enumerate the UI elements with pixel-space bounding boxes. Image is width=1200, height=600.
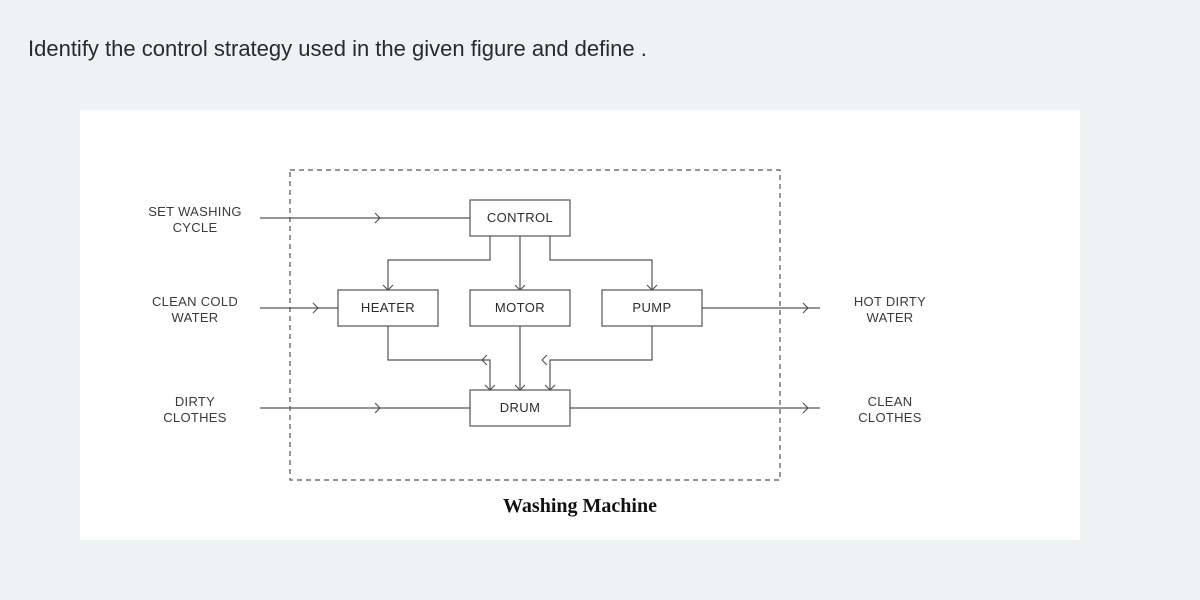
io-set_cycle-line2: CYCLE — [173, 220, 218, 235]
control-to-pump-line — [550, 236, 652, 290]
pump-to-drum-arrowhead-icon — [542, 355, 547, 365]
io-set_cycle-line1: SET WASHING — [148, 204, 242, 219]
figure-panel: CONTROL HEATER MOTOR PUMP DRUM SET WASHINGCYC… — [80, 110, 1080, 540]
io-hot_dirty-line2: WATER — [867, 310, 914, 325]
drum-label: DRUM — [500, 400, 541, 415]
heater-to-drum-line — [388, 326, 490, 390]
io-dirty-line2: CLOTHES — [163, 410, 227, 425]
heater-label: HEATER — [361, 300, 415, 315]
diagram-svg: CONTROL HEATER MOTOR PUMP DRUM SET WASHINGCYC… — [80, 110, 1080, 490]
pump-label: PUMP — [632, 300, 671, 315]
figure-caption: Washing Machine — [80, 495, 1080, 518]
io-clean-line2: CLOTHES — [858, 410, 922, 425]
io-hot_dirty-line1: HOT DIRTY — [854, 294, 926, 309]
pump-to-drum-line — [550, 326, 652, 390]
io-clean_cold-line2: WATER — [172, 310, 219, 325]
control-label: CONTROL — [487, 210, 553, 225]
io-clean-line1: CLEAN — [868, 394, 913, 409]
control-to-heater-line — [388, 236, 490, 290]
io-clean_cold-line1: CLEAN COLD — [152, 294, 238, 309]
question-text: Identify the control strategy used in th… — [28, 36, 647, 62]
page-root: Identify the control strategy used in th… — [0, 0, 1200, 600]
motor-label: MOTOR — [495, 300, 545, 315]
io-dirty-line1: DIRTY — [175, 394, 215, 409]
